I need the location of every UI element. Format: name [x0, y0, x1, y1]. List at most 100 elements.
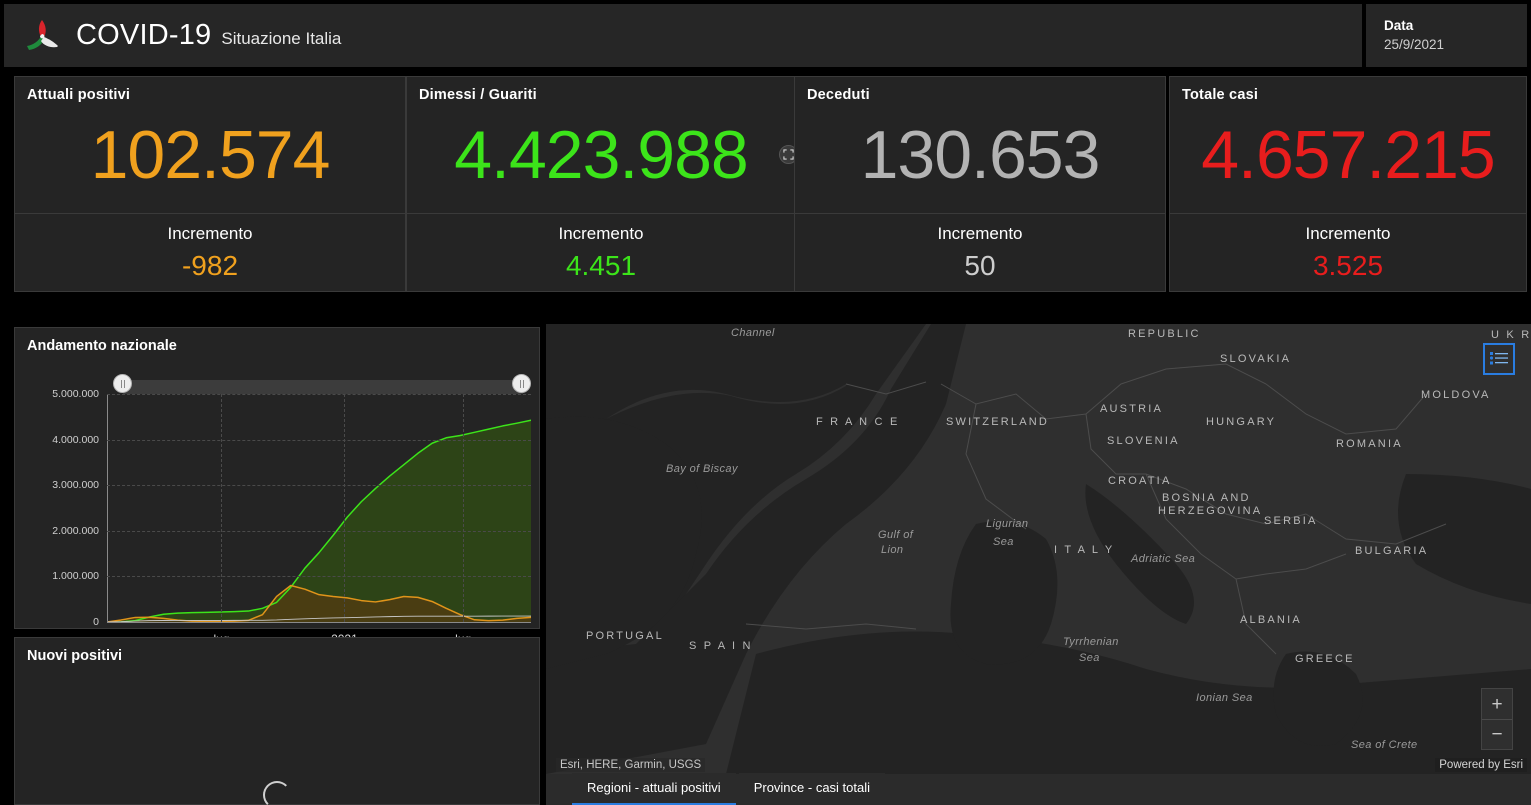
- app-header: COVID-19 Situazione Italia Data 25/9/202…: [0, 0, 1531, 71]
- map-label: AUSTRIA: [1100, 403, 1163, 415]
- loading-spinner-icon: [263, 781, 291, 805]
- map-label: SLOVENIA: [1107, 435, 1180, 447]
- kpi-title: Dimessi / Guariti: [419, 87, 537, 103]
- map-label: Ligurian: [986, 518, 1028, 530]
- chart-gridline: [107, 394, 531, 395]
- map-label: HERZEGOVINA: [1158, 505, 1262, 517]
- kpi-row: Attuali positivi 102.574 Incremento -982…: [0, 71, 1531, 394]
- kpi-title: Attuali positivi: [27, 87, 131, 103]
- time-range-slider-handle-left[interactable]: [113, 374, 132, 393]
- andamento-nazionale-panel: Andamento nazionale 0 1.000.000 2.000.000 3…: [14, 327, 541, 646]
- chart-plot-area: [107, 394, 531, 622]
- map-tab-province[interactable]: Province - casi totali: [738, 773, 886, 805]
- map-label: CROATIA: [1108, 475, 1171, 487]
- map-label: BOSNIA AND: [1162, 492, 1251, 504]
- map-label: Gulf of: [878, 529, 914, 541]
- kpi-card-totale-casi: Totale casi 4.657.215 Incremento 3.525: [1169, 76, 1527, 292]
- kpi-increment-label: Incremento: [937, 223, 1023, 243]
- kpi-increment-label: Incremento: [1305, 223, 1391, 243]
- map-label: Sea: [993, 536, 1014, 548]
- map-label: F R A N C E: [816, 416, 900, 428]
- map-label: SLOVAKIA: [1220, 353, 1291, 365]
- map-label: Tyrrhenian: [1063, 636, 1119, 648]
- chart-y-tick: 0: [93, 616, 99, 628]
- map-label: Sea of Crete: [1351, 739, 1418, 751]
- map-label: SWITZERLAND: [946, 416, 1049, 428]
- map-label: SERBIA: [1264, 515, 1318, 527]
- nuovi-positivi-panel: Nuovi positivi: [14, 637, 540, 805]
- kpi-increment-block: Incremento 3.525: [1170, 213, 1526, 291]
- map-attribution: Esri, HERE, Garmin, USGS: [556, 758, 706, 772]
- kpi-increment-block: Incremento -982: [15, 213, 405, 291]
- date-label: Data: [1384, 18, 1414, 33]
- kpi-increment-value: 4.451: [565, 249, 637, 281]
- chart-y-tick: 2.000.000: [52, 524, 99, 537]
- map-label: ALBANIA: [1240, 614, 1302, 626]
- date-value: 25/9/2021: [1384, 37, 1445, 52]
- time-range-slider-track[interactable]: [123, 380, 523, 394]
- kpi-increment-value: 3.525: [1312, 249, 1384, 281]
- map-label: REPUBLIC: [1128, 328, 1201, 340]
- kpi-title: Totale casi: [1182, 87, 1259, 103]
- kpi-increment-label: Incremento: [167, 223, 253, 243]
- map-label: I T A L Y: [1054, 544, 1114, 556]
- map-label: S P A I N: [689, 640, 753, 652]
- chart-vgridline: [463, 394, 465, 622]
- chart-gridline: [107, 485, 531, 487]
- map-label: HUNGARY: [1206, 416, 1276, 428]
- map-panel[interactable]: Channel F R A N C E SWITZERLAND Bay of Bisc…: [546, 324, 1531, 805]
- chart-y-axis-line: [107, 394, 108, 622]
- map-label: Ionian Sea: [1196, 692, 1253, 704]
- map-basemap: Channel F R A N C E SWITZERLAND Bay of Bisc…: [546, 324, 1531, 774]
- kpi-increment-block: Incremento 50: [795, 213, 1165, 291]
- legend-list-icon[interactable]: [1483, 343, 1515, 375]
- map-label: U K R A: [1491, 329, 1531, 341]
- kpi-value: 102.574: [90, 117, 331, 193]
- map-tabs: Regioni - attuali positivi Province - ca…: [572, 773, 886, 805]
- chart-y-tick: 4.000.000: [52, 433, 99, 446]
- kpi-increment-value: -982: [181, 249, 239, 281]
- map-label: Bay of Biscay: [666, 463, 739, 475]
- map-label: Adriatic Sea: [1130, 553, 1195, 565]
- map-label: PORTUGAL: [586, 630, 664, 642]
- chart-gridline: [107, 439, 531, 441]
- map-tab-regioni[interactable]: Regioni - attuali positivi: [572, 773, 736, 805]
- zoom-out-button[interactable]: −: [1482, 719, 1512, 749]
- chart-y-axis-labels: 0 1.000.000 2.000.000 3.000.000 4.000.000 5.0…: [15, 358, 99, 628]
- map-label: Sea: [1079, 652, 1100, 664]
- page-title: COVID-19: [76, 19, 212, 51]
- chart-vgridline: [221, 394, 223, 622]
- map-label: Lion: [881, 544, 903, 556]
- date-panel: Data 25/9/2021: [1366, 4, 1527, 67]
- time-range-slider-handle-right[interactable]: [512, 374, 531, 393]
- map-zoom-controls: + −: [1481, 688, 1513, 750]
- kpi-increment-block: Incremento 4.451: [407, 213, 795, 291]
- kpi-title: Deceduti: [807, 87, 870, 103]
- chart-y-tick: 3.000.000: [52, 479, 99, 492]
- chart-gridline: [107, 576, 531, 578]
- map-label: GREECE: [1295, 653, 1355, 665]
- chart-vgridline: [344, 394, 346, 622]
- page-subtitle: Situazione Italia: [221, 29, 342, 48]
- andamento-chart: 0 1.000.000 2.000.000 3.000.000 4.000.000 5.0…: [15, 358, 541, 646]
- kpi-card-dimessi-guariti: Dimessi / Guariti 4.423.988 Incremento 4…: [406, 76, 796, 292]
- kpi-increment-label: Incremento: [558, 223, 644, 243]
- kpi-value: 4.657.215: [1201, 117, 1496, 193]
- kpi-increment-value: 50: [964, 249, 996, 281]
- map-powered-by: Powered by Esri: [1435, 758, 1527, 772]
- kpi-value: 130.653: [860, 117, 1101, 193]
- chart-y-tick: 1.000.000: [52, 570, 99, 583]
- chart-series-svg: [107, 394, 531, 622]
- kpi-value: 4.423.988: [454, 117, 749, 193]
- nuovi-positivi-title: Nuovi positivi: [27, 648, 123, 664]
- kpi-card-attuali-positivi: Attuali positivi 102.574 Incremento -982: [14, 76, 406, 292]
- zoom-in-button[interactable]: +: [1491, 693, 1503, 715]
- left-column: Andamento nazionale 0 1.000.000 2.000.000 3…: [0, 324, 546, 805]
- chart-gridline: [107, 530, 531, 532]
- map-label: ROMANIA: [1336, 438, 1403, 450]
- chart-y-tick: 5.000.000: [52, 388, 99, 400]
- chart-baseline: [107, 622, 531, 623]
- header-title-bar: COVID-19 Situazione Italia: [4, 4, 1362, 67]
- map-label: MOLDOVA: [1421, 389, 1491, 401]
